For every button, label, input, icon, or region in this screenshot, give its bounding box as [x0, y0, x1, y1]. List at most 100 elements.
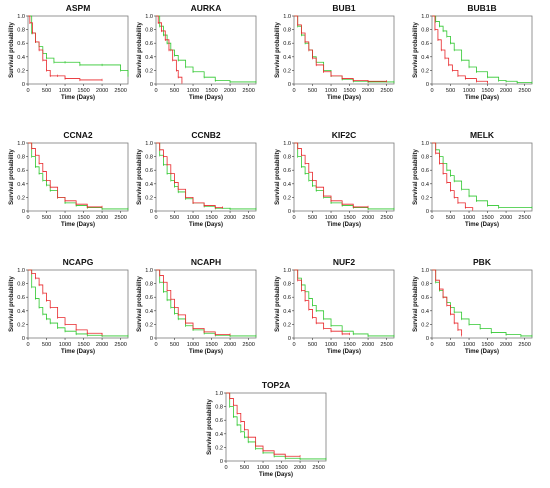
y-tick-label: 0: [288, 209, 291, 215]
x-tick-label: 0: [154, 215, 157, 221]
y-tick-label: 0.6: [421, 295, 429, 301]
km-panel-aurka: AURKA 0 0.2 0.4 0.6 0.8 1.0 0 500 1000 1500 2000 250…: [137, 3, 257, 101]
y-tick-label: 0: [288, 82, 291, 88]
high-expression-curve: [294, 269, 350, 335]
x-tick-label: 1500: [343, 342, 355, 348]
x-tick-label: 1500: [343, 215, 355, 221]
x-axis-label: Time (Days): [189, 349, 223, 355]
x-tick-label: 2000: [362, 88, 374, 94]
x-tick-label: 0: [26, 215, 29, 221]
x-tick-label: 2000: [294, 465, 306, 471]
plot-frame: [27, 142, 129, 212]
y-axis-label: Survival probability: [137, 21, 143, 77]
y-tick-label: 0.6: [283, 295, 291, 301]
x-tick-label: 0: [430, 342, 433, 348]
y-tick-label: 0.8: [145, 155, 153, 161]
x-tick-label: 1000: [463, 342, 475, 348]
y-tick-label: 0.2: [17, 195, 25, 201]
km-panel-melk: MELK 0 0.2 0.4 0.6 0.8 1.0 0 500 1000 1500 2000 2500…: [413, 130, 533, 228]
y-tick-label: 0.8: [17, 155, 25, 161]
y-tick-label: 1.0: [421, 14, 429, 20]
x-axis-label: Time (Days): [465, 349, 499, 355]
x-tick-label: 2000: [500, 215, 512, 221]
y-tick-label: 1.0: [283, 268, 291, 274]
x-tick-label: 1000: [187, 215, 199, 221]
x-tick-label: 2500: [242, 342, 254, 348]
y-tick-label: 0.8: [421, 282, 429, 288]
panel-title: BUB1B: [467, 3, 496, 13]
x-tick-label: 1000: [463, 88, 475, 94]
y-tick-label: 0: [288, 336, 291, 342]
x-tick-label: 2000: [362, 215, 374, 221]
y-tick-label: 0: [426, 336, 429, 342]
x-tick-label: 0: [26, 88, 29, 94]
high-expression-curve: [28, 269, 103, 335]
x-axis-label: Time (Days): [465, 95, 499, 101]
y-tick-label: 0.6: [145, 295, 153, 301]
y-tick-label: 0: [22, 82, 25, 88]
x-tick-label: 2500: [114, 342, 126, 348]
panel-title: KIF2C: [332, 130, 357, 140]
x-tick-label: 0: [154, 342, 157, 348]
x-tick-label: 1000: [325, 215, 337, 221]
x-tick-label: 1000: [463, 215, 475, 221]
high-expression-curve: [294, 15, 387, 82]
y-tick-label: 0: [22, 336, 25, 342]
x-tick-label: 0: [292, 215, 295, 221]
low-expression-curve: [156, 269, 256, 337]
km-panel-pbk: PBK 0 0.2 0.4 0.6 0.8 1.0 0 500 1000 1500 2000 2500 T…: [413, 257, 533, 355]
km-panel-top2a: TOP2A 0 0.2 0.4 0.6 0.8 1.0 0 500 1000 1500 2000 250…: [207, 380, 327, 478]
y-axis-label: Survival probability: [137, 275, 143, 331]
x-tick-label: 2000: [500, 88, 512, 94]
km-panel-aspm: ASPM 0 0.2 0.4 0.6 0.8 1.0 0 500 1000 1500 2000 2500…: [9, 3, 129, 101]
x-tick-label: 1500: [481, 342, 493, 348]
x-axis-label: Time (Days): [259, 472, 293, 478]
km-panel-ncaph: NCAPH 0 0.2 0.4 0.6 0.8 1.0 0 500 1000 1500 2000 250…: [137, 257, 257, 355]
x-axis-label: Time (Days): [189, 95, 223, 101]
y-tick-label: 0.8: [17, 28, 25, 34]
y-tick-label: 0.2: [283, 68, 291, 74]
high-expression-curve: [156, 142, 223, 208]
y-tick-label: 0.8: [421, 28, 429, 34]
panel-title: NCAPG: [63, 257, 94, 267]
y-tick-label: 0.4: [145, 55, 153, 61]
y-tick-label: 0: [426, 209, 429, 215]
plot-frame: [27, 269, 129, 339]
y-tick-label: 0.4: [283, 309, 291, 315]
y-tick-label: 0.2: [145, 68, 153, 74]
y-tick-label: 0.6: [283, 41, 291, 47]
x-tick-label: 500: [308, 342, 317, 348]
x-tick-label: 2500: [114, 215, 126, 221]
high-expression-curve: [156, 269, 231, 335]
low-expression-curve: [294, 142, 394, 210]
y-axis-label: Survival probability: [9, 21, 15, 77]
km-panel-nuf2: NUF2 0 0.2 0.4 0.6 0.8 1.0 0 500 1000 1500 2000 2500…: [275, 257, 395, 355]
y-tick-label: 1.0: [145, 268, 153, 274]
x-tick-label: 2500: [380, 215, 392, 221]
x-tick-label: 1500: [343, 88, 355, 94]
x-tick-label: 1000: [59, 342, 71, 348]
x-axis-label: Time (Days): [61, 222, 95, 228]
y-tick-label: 0.6: [145, 168, 153, 174]
km-panel-ncapg: NCAPG 0 0.2 0.4 0.6 0.8 1.0 0 500 1000 1500 2000 250…: [9, 257, 129, 355]
low-expression-curve: [432, 269, 532, 337]
km-panel-bub1b: BUB1B 0 0.2 0.4 0.6 0.8 1.0 0 500 1000 1500 2000 250…: [413, 3, 533, 101]
low-expression-curve: [156, 15, 256, 83]
panel-title: ASPM: [66, 3, 91, 13]
high-expression-curve: [226, 392, 301, 457]
x-axis-label: Time (Days): [61, 95, 95, 101]
y-tick-label: 0.2: [145, 322, 153, 328]
y-tick-label: 1.0: [17, 141, 25, 147]
x-axis-label: Time (Days): [327, 95, 361, 101]
panel-title: BUB1: [332, 3, 355, 13]
x-tick-label: 1000: [187, 342, 199, 348]
low-expression-curve: [226, 392, 326, 460]
panel-title: CCNA2: [63, 130, 93, 140]
x-tick-label: 2000: [96, 88, 108, 94]
panel-title: TOP2A: [262, 380, 290, 390]
y-axis-label: Survival probability: [413, 21, 419, 77]
x-axis-label: Time (Days): [189, 222, 223, 228]
y-tick-label: 0.2: [17, 322, 25, 328]
